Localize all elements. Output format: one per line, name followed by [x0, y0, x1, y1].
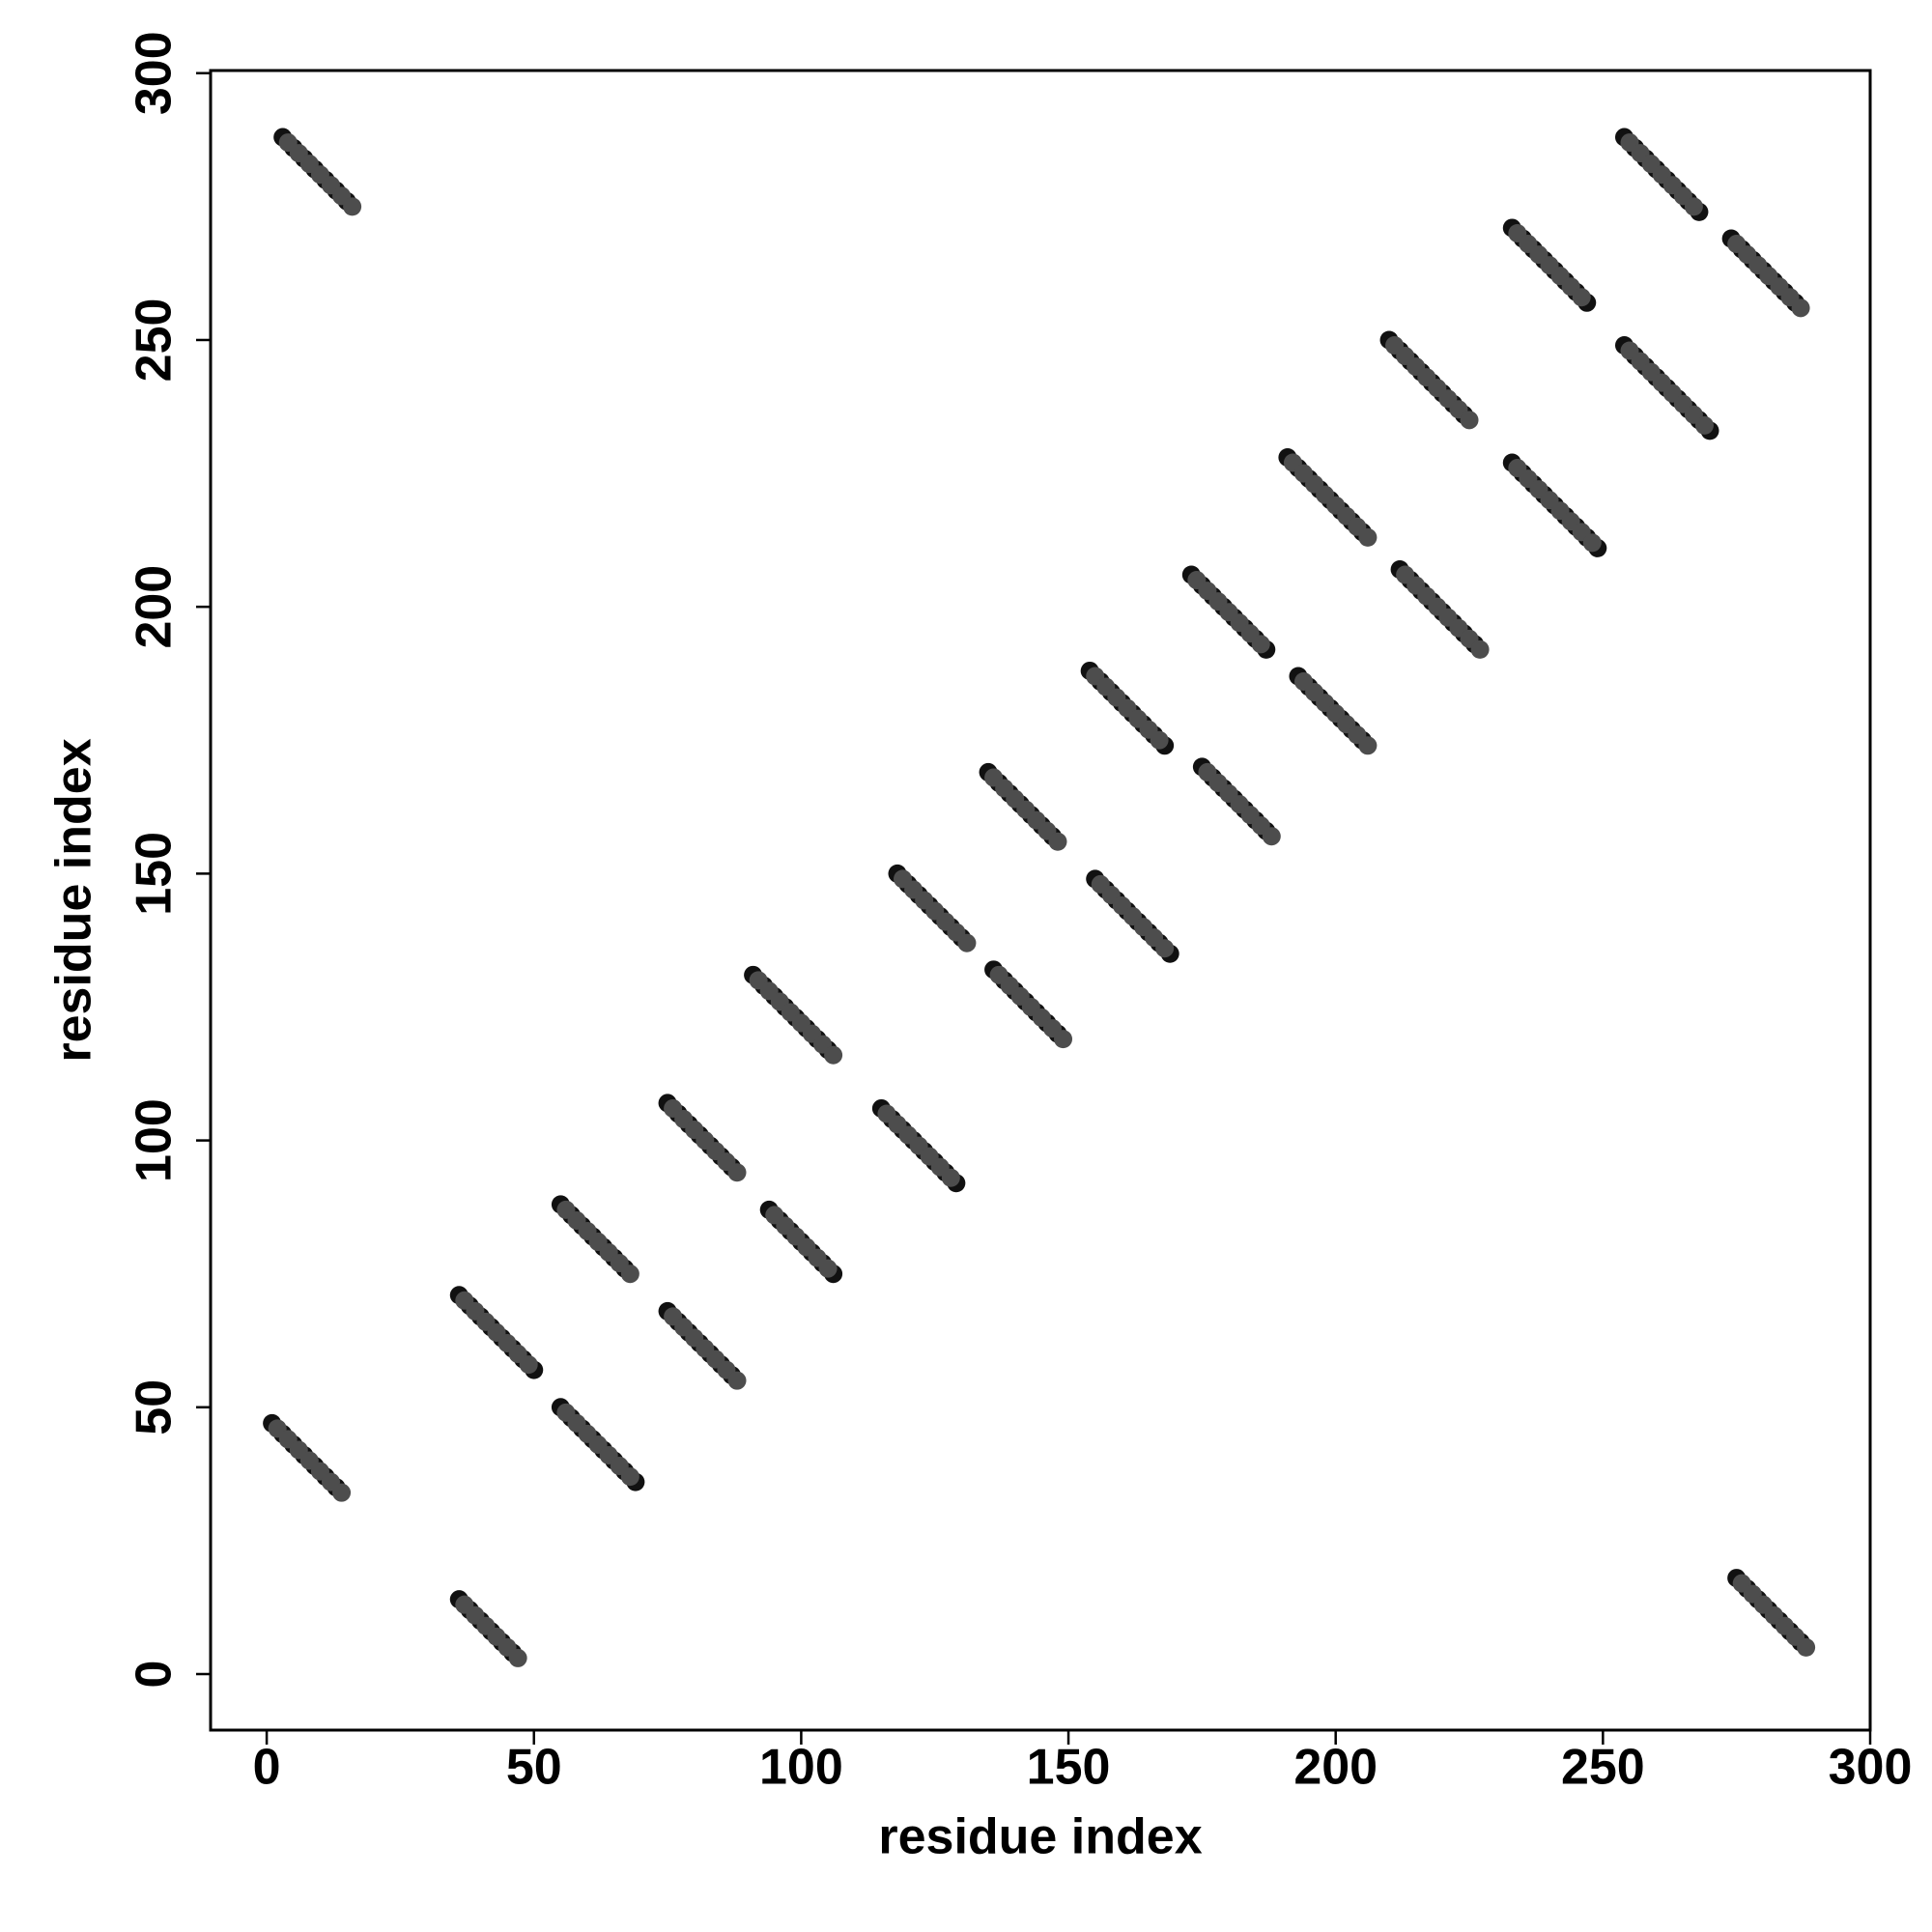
plot-frame: [209, 69, 1872, 1732]
y-tick-label: 50: [127, 1379, 183, 1435]
point: [1572, 288, 1591, 307]
y-tick-label: 150: [127, 832, 183, 916]
x-tick-label: 150: [1027, 1740, 1111, 1796]
x-tick-label: 100: [759, 1740, 843, 1796]
point: [1054, 1030, 1073, 1049]
x-axis-label: residue index: [878, 1809, 1202, 1865]
point: [1460, 411, 1479, 430]
x-tick-label: 250: [1561, 1740, 1645, 1796]
point: [818, 1259, 838, 1278]
point: [1470, 639, 1490, 659]
point: [1155, 939, 1175, 958]
point: [620, 1467, 639, 1487]
y-tick-label: 0: [127, 1661, 183, 1689]
y-axis-label: residue index: [46, 738, 102, 1062]
x-tick-label: 300: [1829, 1740, 1913, 1796]
x-tick-label: 200: [1293, 1740, 1378, 1796]
point: [519, 1355, 538, 1375]
point: [620, 1264, 639, 1284]
point: [1048, 832, 1067, 851]
point: [1694, 415, 1714, 435]
point: [1358, 736, 1378, 755]
point: [1582, 533, 1602, 553]
point: [343, 197, 362, 216]
point: [727, 1163, 747, 1182]
point: [824, 1045, 843, 1065]
y-tick-label: 100: [127, 1098, 183, 1182]
point: [727, 1371, 747, 1390]
point: [1251, 635, 1270, 654]
point: [1791, 298, 1810, 318]
point: [1684, 197, 1703, 216]
point: [941, 1168, 960, 1187]
point: [1358, 527, 1378, 547]
y-tick-label: 300: [127, 31, 183, 115]
y-tick-label: 200: [127, 565, 183, 649]
point: [957, 933, 977, 952]
x-tick-label: 50: [506, 1740, 562, 1796]
point: [1150, 730, 1169, 750]
point: [1262, 827, 1281, 846]
x-tick-label: 0: [253, 1740, 281, 1796]
point: [332, 1483, 352, 1502]
y-tick-label: 250: [127, 298, 183, 383]
point: [508, 1648, 527, 1667]
point: [1797, 1637, 1816, 1657]
